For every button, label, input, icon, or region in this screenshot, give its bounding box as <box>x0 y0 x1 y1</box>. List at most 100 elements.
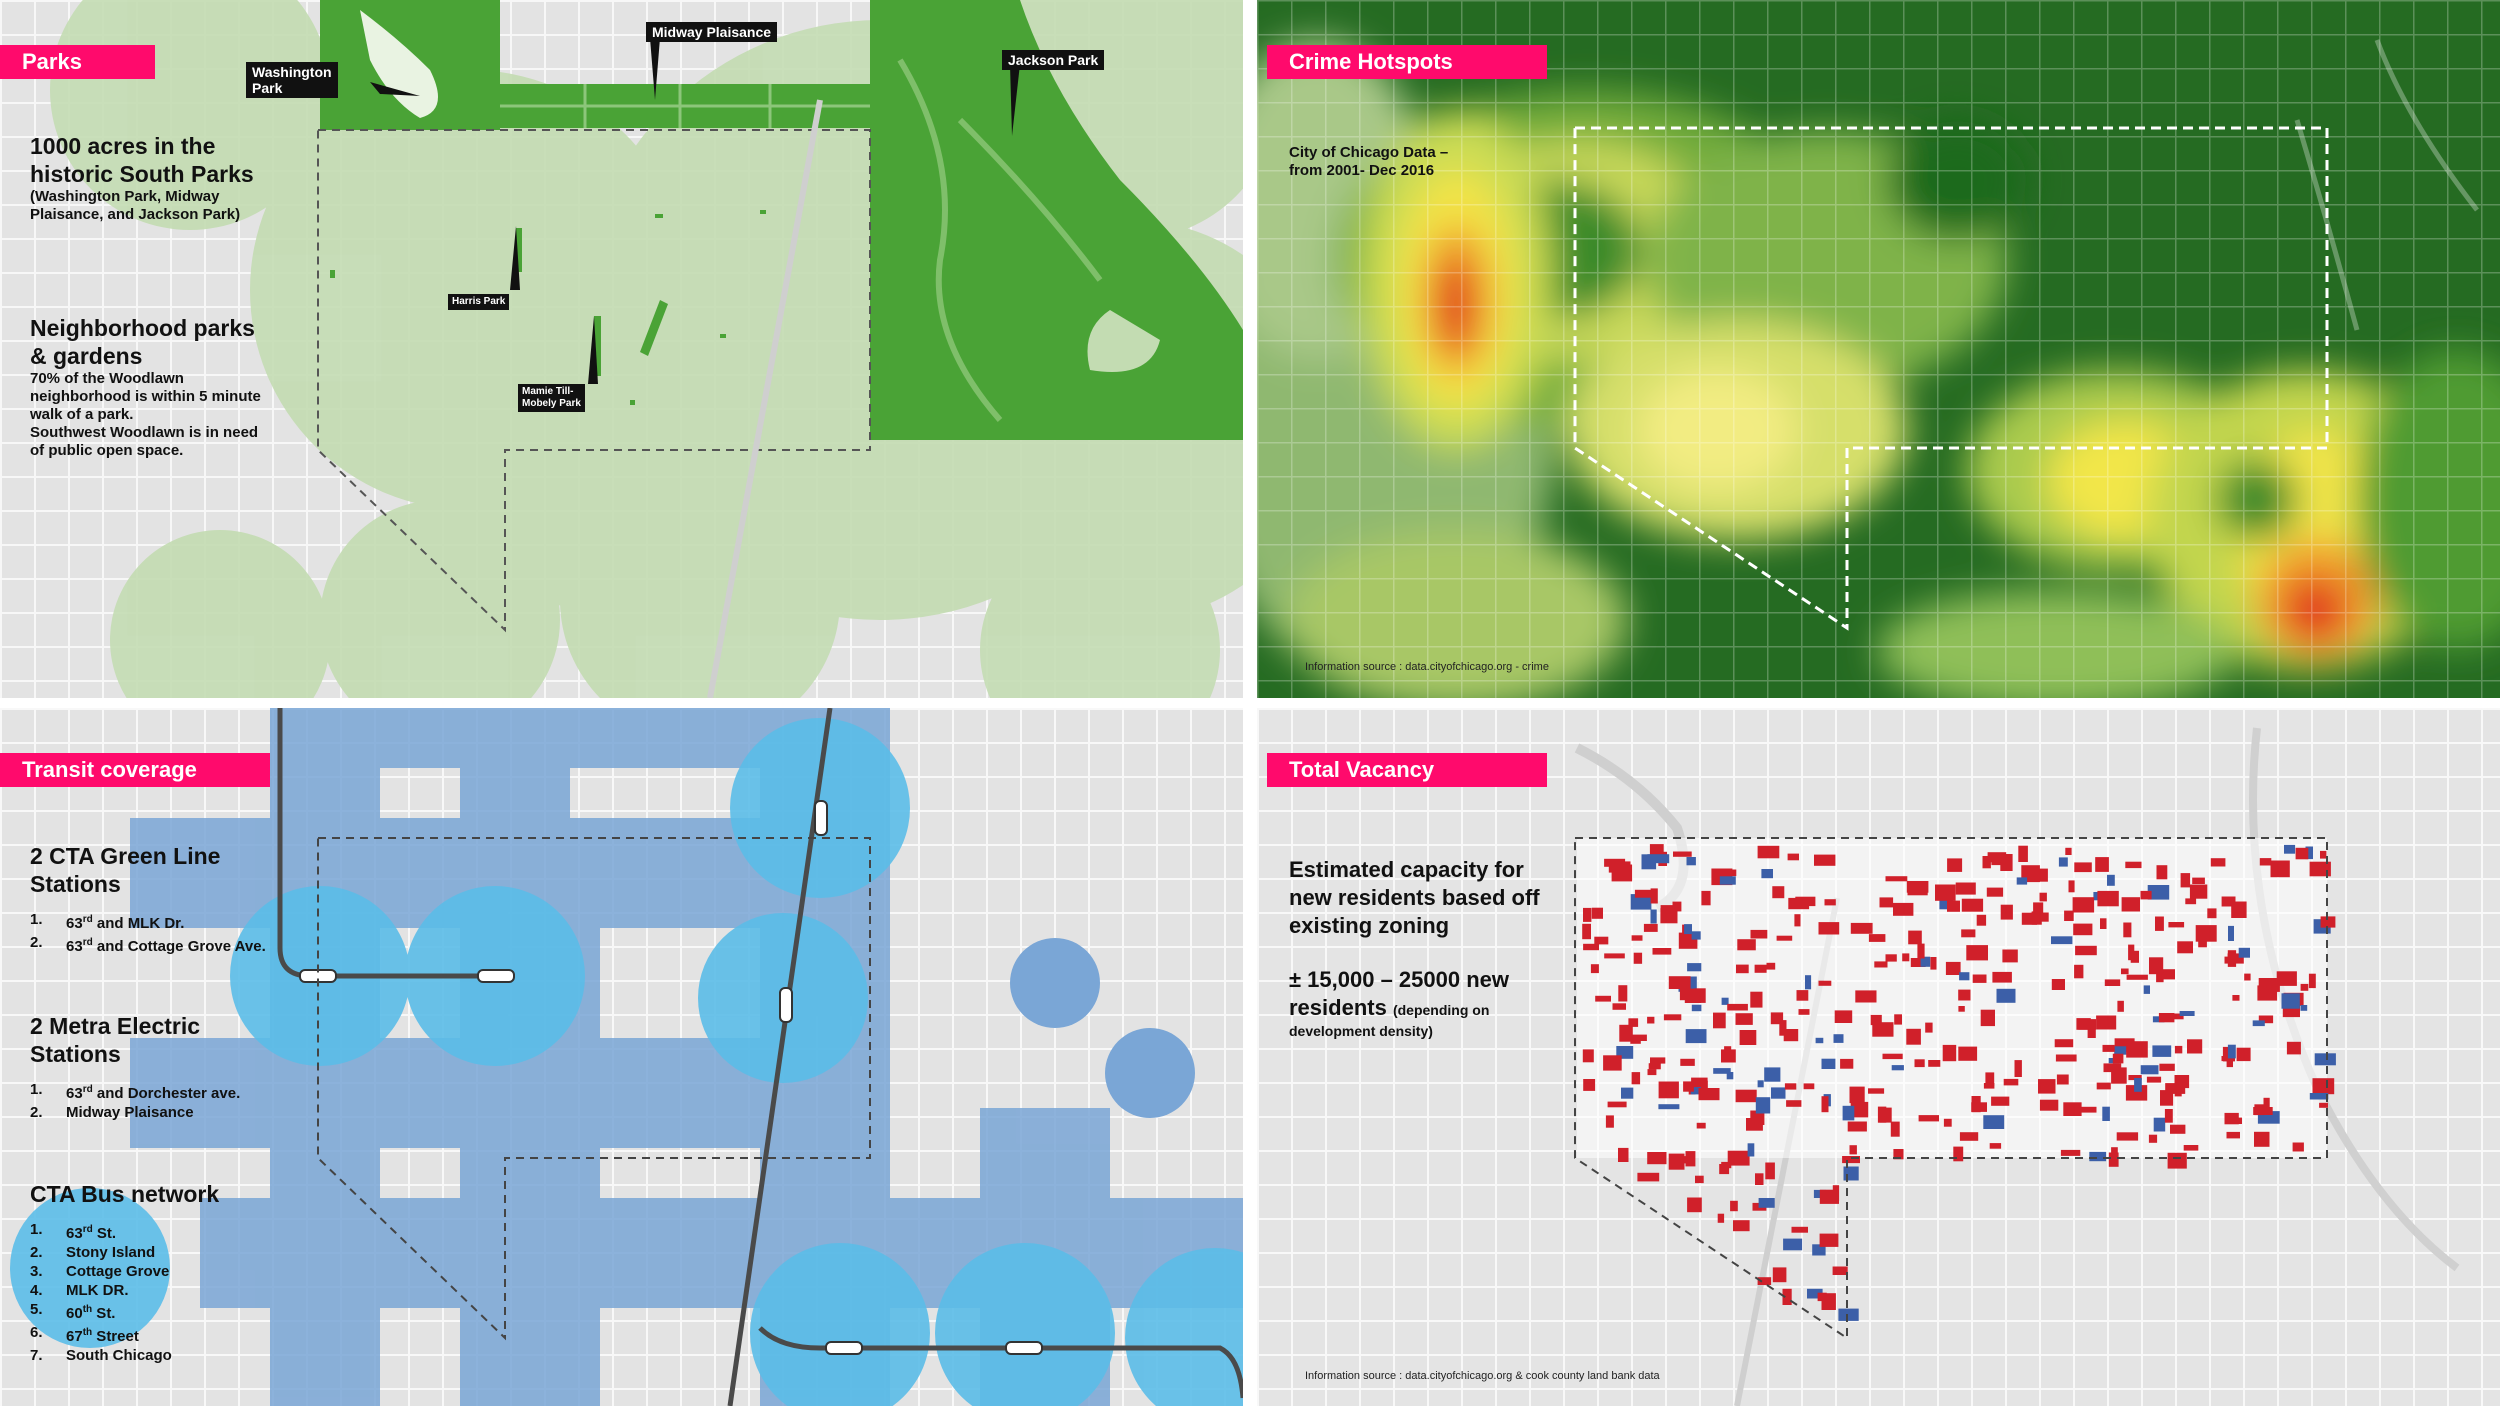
vacant-parcel <box>2189 884 2208 899</box>
vacant-parcel <box>2126 974 2148 980</box>
metra-item-text: Midway Plaisance <box>66 1104 194 1121</box>
vacancy-range-residents: residents <box>1289 995 1387 1020</box>
bus-route-item-number: 5. <box>30 1301 43 1318</box>
vacant-parcel <box>1983 1115 2005 1129</box>
vacant-parcel <box>2286 1041 2301 1055</box>
vacant-parcel <box>1694 988 1706 1003</box>
bus-route-item-text: 60 <box>66 1305 83 1322</box>
vacant-parcel <box>1782 1288 1792 1305</box>
vacant-parcel <box>1713 1068 1731 1074</box>
metra-item-text: 63 <box>66 1085 83 1102</box>
vacant-parcel <box>2170 1124 2186 1134</box>
vacant-parcel <box>1619 1024 1633 1042</box>
vacant-parcel <box>2183 1145 2199 1151</box>
washington-park-label: Washington <box>252 64 332 80</box>
vacant-parcel <box>1971 1096 1981 1113</box>
vacant-parcel <box>1955 882 1976 895</box>
washington-park-label-2: Park <box>252 80 283 96</box>
parks-neighborhood-text: Neighborhood parks & gardens 70% of the … <box>30 314 350 460</box>
metra-heading: 2 Metra Electric <box>30 1013 201 1039</box>
vacant-parcel <box>1628 1018 1639 1027</box>
metra-item-label: Midway Plaisance <box>66 1103 194 1122</box>
vacant-parcel <box>2221 896 2236 907</box>
bus-route-item: 3. Cottage Grove <box>30 1262 219 1281</box>
vacancy-range-1: ± 15,000 – 25000 new <box>1289 967 1510 992</box>
vacant-parcel <box>1992 971 2012 983</box>
vacant-parcel <box>2068 880 2075 893</box>
vacant-parcel <box>1879 897 1894 908</box>
vacant-parcel <box>1849 1086 1865 1104</box>
parks-map <box>0 0 1243 698</box>
vacant-parcel <box>2072 897 2095 913</box>
vacant-parcel <box>2195 925 2217 942</box>
vacant-parcel <box>1691 1077 1708 1089</box>
vacant-parcel <box>2309 1093 2329 1100</box>
mamie-till-label: Mamie Till- <box>522 386 574 397</box>
mamie-till-label-2: Mobely Park <box>522 398 581 409</box>
vacant-parcel <box>1757 1277 1772 1285</box>
vacant-parcel <box>1594 936 1609 945</box>
vacant-parcel <box>2140 890 2152 900</box>
vacant-parcel <box>1772 1267 1787 1283</box>
vacant-parcel <box>2128 1075 2142 1081</box>
vacant-parcel <box>1814 854 1836 866</box>
vacant-parcel <box>2130 950 2139 963</box>
vacant-parcel <box>2187 1039 2203 1054</box>
vacant-parcel <box>1855 990 1877 1003</box>
vacant-parcel <box>1772 886 1785 899</box>
vacant-parcel <box>1842 1156 1860 1164</box>
vacant-parcel <box>1930 957 1937 970</box>
vacant-parcel <box>2253 1107 2273 1115</box>
vacant-parcel <box>2121 968 2129 975</box>
vacant-parcel <box>1737 939 1756 951</box>
green-line-item-suffix: rd <box>82 937 93 948</box>
vacant-parcel <box>1847 1121 1867 1132</box>
vacant-parcel <box>2164 1109 2173 1123</box>
vacant-parcel <box>1770 1012 1784 1025</box>
vacant-parcel <box>2033 902 2044 914</box>
vacant-parcel <box>1647 1016 1655 1024</box>
vacant-parcel <box>2102 1106 2110 1121</box>
vacant-parcel <box>2308 973 2316 989</box>
vacant-parcel <box>1695 1175 1704 1184</box>
vacant-parcel <box>1953 1146 1964 1162</box>
crime-source-1: City of Chicago Data – <box>1289 144 1449 161</box>
vacant-parcel <box>2168 922 2185 928</box>
parks-heading-2: Neighborhood parks <box>30 315 255 341</box>
vacant-parcel <box>1902 953 1910 962</box>
vacancy-tag: Total Vacancy <box>1267 753 1547 787</box>
bus-route-item-number: 7. <box>30 1347 43 1364</box>
vacant-parcel <box>2227 1044 2236 1059</box>
vacant-parcel <box>1713 1012 1726 1029</box>
vacant-parcel <box>2014 1060 2022 1077</box>
vacant-parcel <box>1966 945 1988 961</box>
vacant-parcel <box>1611 864 1633 882</box>
green-line-item-rest: and MLK Dr. <box>92 915 185 932</box>
vacant-parcel <box>2075 945 2097 956</box>
vacant-parcel <box>1736 964 1749 974</box>
vacant-parcel <box>1765 1162 1775 1180</box>
vacant-parcel <box>2226 1131 2240 1139</box>
metra-item-rest: and Dorchester ave. <box>92 1085 241 1102</box>
vacant-parcel <box>2056 1074 2069 1085</box>
vacant-parcel <box>1849 1145 1857 1155</box>
vacant-parcel <box>2107 874 2115 886</box>
vacant-parcel <box>1980 1009 1995 1027</box>
vacant-parcel <box>1754 964 1767 973</box>
vacant-parcel <box>1991 1096 2010 1106</box>
bus-route-item-label: 63rd St. <box>66 1220 116 1243</box>
green-line-item-label: 63rd and Cottage Grove Ave. <box>66 933 266 956</box>
vacant-parcel <box>1779 1020 1787 1036</box>
vacant-parcel <box>1986 887 2004 897</box>
vacant-parcel <box>2281 993 2300 1009</box>
vacant-parcel <box>1805 975 1812 990</box>
vacant-parcel <box>2000 854 2013 871</box>
vacant-parcel <box>2152 1045 2172 1057</box>
bus-route-item-rest: Street <box>92 1328 139 1345</box>
bus-route-item: 6. 67th Street <box>30 1323 219 1346</box>
vacant-parcel <box>2060 1149 2081 1156</box>
bus-route-item: 4. MLK DR. <box>30 1281 219 1300</box>
vacant-parcel <box>1583 1079 1596 1091</box>
bus-route-item-number: 1. <box>30 1221 43 1238</box>
vacant-parcel <box>1637 1172 1660 1182</box>
